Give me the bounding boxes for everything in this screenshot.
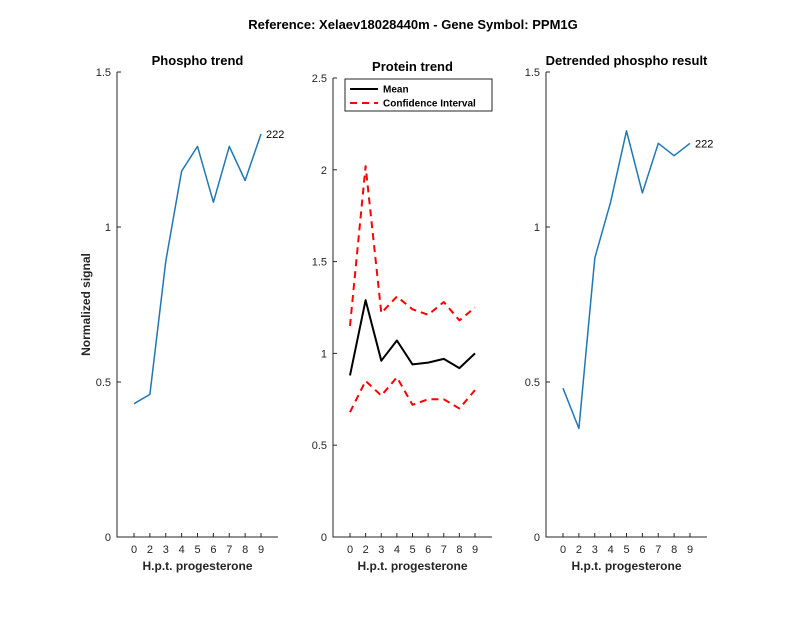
- y-tick-label: 1: [105, 222, 111, 234]
- x-tick-label: 8: [242, 544, 248, 556]
- axis-lines: [545, 72, 707, 538]
- x-tick-label: 6: [639, 544, 645, 556]
- x-tick-label: 2: [147, 544, 153, 556]
- x-tick-label: 6: [210, 544, 216, 556]
- panel-title: Protein trend: [372, 59, 453, 74]
- x-tick-label: 4: [394, 544, 400, 556]
- x-tick-label: 4: [179, 544, 185, 556]
- x-axis-label: H.p.t. progesterone: [142, 559, 252, 573]
- series-end-label: 222: [266, 129, 284, 141]
- axis-lines: [116, 72, 278, 538]
- x-tick-label: 5: [409, 544, 415, 556]
- x-tick-label: 6: [425, 544, 431, 556]
- x-tick-label: 9: [258, 544, 264, 556]
- x-tick-label: 3: [163, 544, 169, 556]
- x-tick-label: 8: [456, 544, 462, 556]
- y-tick-label: 1: [534, 222, 540, 234]
- x-tick-label: 0: [560, 544, 566, 556]
- x-tick-label: 3: [378, 544, 384, 556]
- axis-lines: [332, 78, 492, 538]
- x-tick-label: 7: [226, 544, 232, 556]
- x-tick-label: 3: [592, 544, 598, 556]
- y-tick-label: 1.5: [525, 67, 540, 79]
- y-tick-label: 0: [321, 532, 327, 544]
- x-tick-label: 9: [472, 544, 478, 556]
- series-line-1: [562, 130, 691, 430]
- x-tick-label: 5: [623, 544, 629, 556]
- legend-label: Mean: [383, 85, 409, 96]
- x-tick-label: 4: [608, 544, 614, 556]
- x-tick-label: 0: [347, 544, 353, 556]
- x-tick-label: 7: [655, 544, 661, 556]
- x-tick-label: 2: [363, 544, 369, 556]
- y-tick-label: 1: [321, 348, 327, 360]
- x-tick-label: 7: [441, 544, 447, 556]
- x-tick-label: 2: [576, 544, 582, 556]
- y-tick-label: 1.5: [312, 257, 327, 269]
- y-tick-label: 0.5: [312, 440, 327, 452]
- panel-title: Detrended phospho result: [546, 53, 708, 68]
- y-tick-label: 0.5: [525, 377, 540, 389]
- y-tick-label: 0: [534, 532, 540, 544]
- series-line-2: [349, 165, 476, 326]
- legend-label: Confidence Interval: [383, 99, 476, 110]
- series-line-1: [133, 133, 262, 405]
- series-line-1: [349, 299, 476, 376]
- legend-box: [344, 78, 493, 112]
- x-axis-label: H.p.t. progesterone: [357, 559, 467, 573]
- x-tick-label: 8: [671, 544, 677, 556]
- panel-title: Phospho trend: [152, 53, 244, 68]
- x-axis-label: H.p.t. progesterone: [571, 559, 681, 573]
- series-line-3: [349, 376, 476, 413]
- y-tick-label: 1.5: [96, 67, 111, 79]
- figure-title: Reference: Xelaev18028440m - Gene Symbol…: [248, 17, 578, 32]
- x-tick-label: 0: [131, 544, 137, 556]
- y-axis-label: Normalized signal: [79, 253, 93, 356]
- y-tick-label: 2.5: [312, 73, 327, 85]
- y-tick-label: 0: [105, 532, 111, 544]
- series-end-label: 222: [695, 138, 713, 150]
- x-tick-label: 5: [194, 544, 200, 556]
- y-tick-label: 0.5: [96, 377, 111, 389]
- x-tick-label: 9: [687, 544, 693, 556]
- y-tick-label: 2: [321, 165, 327, 177]
- legend: Mean Confidence Interval: [344, 78, 493, 112]
